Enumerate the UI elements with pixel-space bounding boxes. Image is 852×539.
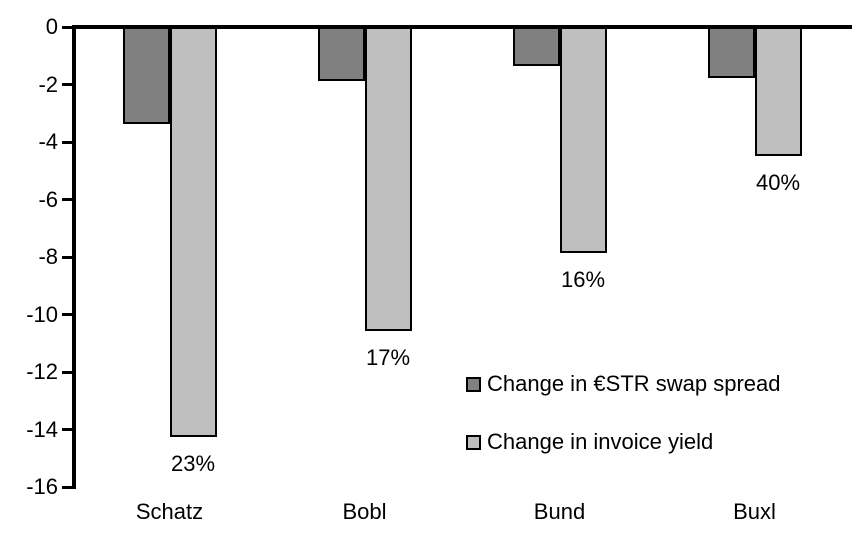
data-label-buxl: 40% xyxy=(755,169,801,195)
y-axis-tick xyxy=(62,313,73,316)
x-axis-zero-line xyxy=(72,25,852,29)
x-axis-label-bobl: Bobl xyxy=(342,499,387,524)
legend-entry-swap-spread: Change in €STR swap spread xyxy=(466,372,781,396)
x-axis-label-bund: Bund xyxy=(533,499,586,524)
y-axis-tick-label: -16 xyxy=(26,474,58,499)
bar-bobl-series-0 xyxy=(317,27,365,81)
legend-swatch-light-icon xyxy=(466,434,481,450)
bar-buxl-series-0 xyxy=(707,27,755,78)
data-label-bobl: 17% xyxy=(365,344,411,370)
data-label-schatz: 23% xyxy=(170,451,216,477)
y-axis-line xyxy=(72,25,76,489)
bar-buxl-series-1 xyxy=(754,27,802,156)
legend-swatch-dark-icon xyxy=(466,376,481,392)
y-axis-tick-label: -2 xyxy=(38,71,58,97)
y-axis-tick-label: -4 xyxy=(38,129,58,154)
x-axis-label-schatz: Schatz xyxy=(135,499,204,524)
y-axis-tick xyxy=(62,83,73,86)
y-axis-tick-label: -14 xyxy=(26,416,58,442)
y-axis-tick xyxy=(62,198,73,201)
y-axis-tick-label: -8 xyxy=(38,244,58,269)
legend-label-invoice-yield: Change in invoice yield xyxy=(487,429,714,454)
y-axis-tick-label: -6 xyxy=(38,186,58,212)
x-axis-label-buxl: Buxl xyxy=(733,499,776,524)
bar-bund-series-0 xyxy=(512,27,560,67)
y-axis-tick xyxy=(62,25,73,29)
bar-schatz-series-1 xyxy=(169,27,217,438)
bar-bund-series-1 xyxy=(559,27,607,254)
y-axis-tick-label: 0 xyxy=(45,14,58,39)
data-label-bund: 16% xyxy=(560,267,606,293)
legend-label-swap-spread: Change in €STR swap spread xyxy=(487,371,781,396)
y-axis-tick xyxy=(62,485,73,489)
legend: Change in €STR swap spread Change in inv… xyxy=(466,372,781,488)
legend-entry-invoice-yield: Change in invoice yield xyxy=(466,430,781,454)
y-axis-tick xyxy=(62,255,73,259)
y-axis-tick-label: -10 xyxy=(26,301,58,327)
bar-schatz-series-0 xyxy=(122,27,170,124)
y-axis-tick xyxy=(62,140,73,144)
y-axis-tick xyxy=(62,428,73,431)
bar-bobl-series-1 xyxy=(364,27,412,331)
y-axis-tick xyxy=(62,370,73,374)
y-axis-tick-label: -12 xyxy=(26,359,58,384)
